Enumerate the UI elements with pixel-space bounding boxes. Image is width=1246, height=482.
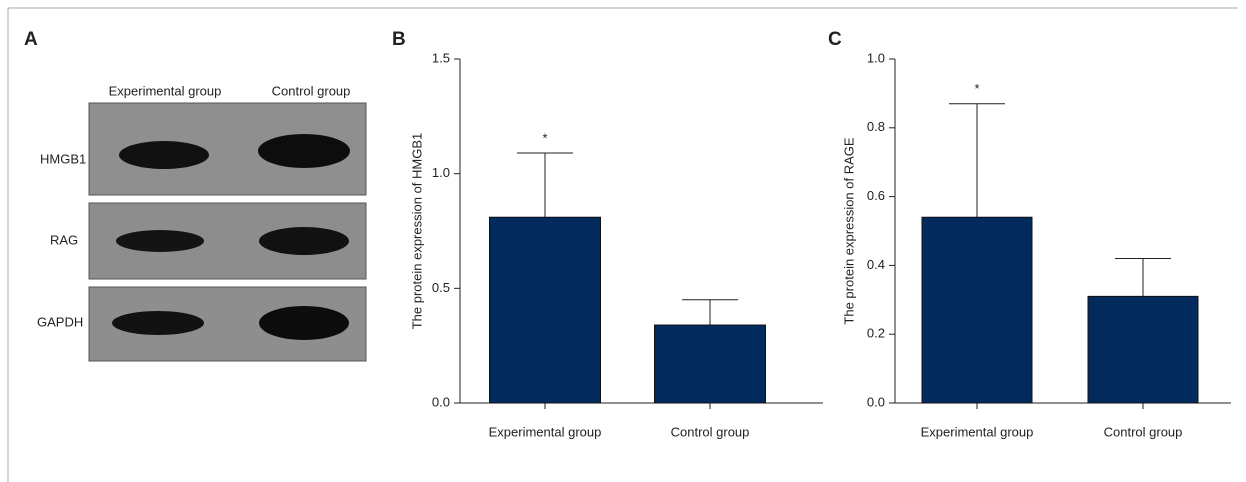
y-tick-label: 0.0: [432, 394, 450, 409]
bar: [490, 217, 601, 403]
x-tick-label: Experimental group: [489, 424, 602, 439]
significance-mark: *: [542, 130, 547, 145]
blot-column-label: Experimental group: [109, 83, 222, 98]
bar: [655, 325, 766, 403]
panel-label: C: [828, 29, 842, 50]
significance-mark: *: [974, 81, 979, 96]
y-tick-label: 1.0: [432, 165, 450, 180]
y-tick-label: 1.0: [867, 50, 885, 65]
panel-label: A: [24, 29, 38, 50]
panel-label: B: [392, 29, 406, 50]
bar: [1088, 296, 1198, 403]
blot-row-label: GAPDH: [37, 314, 83, 329]
x-tick-label: Control group: [671, 424, 750, 439]
y-axis-title: The protein expression of HMGB1: [409, 133, 424, 330]
y-tick-label: 1.5: [432, 50, 450, 65]
y-tick-label: 0.0: [867, 394, 885, 409]
y-tick-label: 0.8: [867, 119, 885, 134]
y-tick-label: 0.4: [867, 257, 885, 272]
y-axis-title: The protein expression of RAGE: [841, 137, 856, 324]
x-tick-label: Experimental group: [921, 424, 1034, 439]
y-tick-label: 0.2: [867, 326, 885, 341]
y-tick-label: 0.5: [432, 280, 450, 295]
bar: [922, 217, 1032, 403]
y-tick-label: 0.6: [867, 188, 885, 203]
blot-row-label: RAG: [50, 232, 78, 247]
blot-column-label: Control group: [272, 83, 351, 98]
x-tick-label: Control group: [1104, 424, 1183, 439]
figure: A Experimental group Control group HMGB1…: [0, 0, 1246, 482]
blot-row-label: HMGB1: [40, 151, 86, 166]
blot: [89, 103, 366, 361]
